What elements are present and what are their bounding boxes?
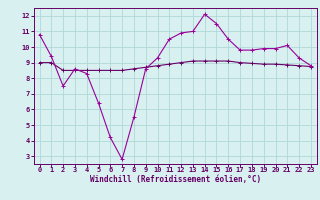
X-axis label: Windchill (Refroidissement éolien,°C): Windchill (Refroidissement éolien,°C) — [90, 175, 261, 184]
